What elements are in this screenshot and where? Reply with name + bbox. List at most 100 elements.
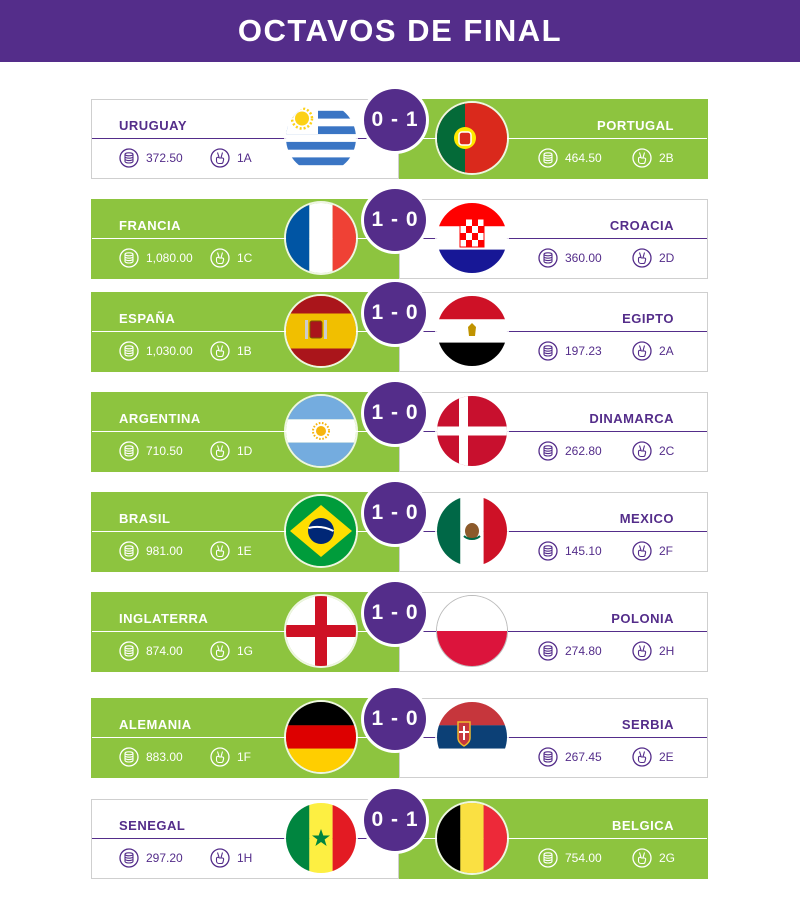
team-name: PORTUGAL xyxy=(597,118,674,133)
team-group: 1A xyxy=(210,147,252,169)
coin-stack-icon xyxy=(119,747,139,767)
page-title: OCTAVOS DE FINAL xyxy=(237,13,563,48)
match-card: SENEGAL 297.20 1H BELGICA 754.00 2G xyxy=(91,789,708,879)
team-name: SERBIA xyxy=(621,717,674,732)
team-name: BELGICA xyxy=(612,818,674,833)
victory-hand-icon xyxy=(632,641,652,661)
team-group: 1D xyxy=(210,440,252,462)
victory-hand-icon xyxy=(210,641,230,661)
team-group: 1B xyxy=(210,340,252,362)
victory-hand-icon xyxy=(632,441,652,461)
team-name: ALEMANIA xyxy=(119,717,192,732)
serbia-flag xyxy=(437,702,507,772)
team-points: 981.00 xyxy=(119,540,183,562)
coin-stack-icon xyxy=(538,148,558,168)
team-points: 262.80 xyxy=(538,440,602,462)
team-name: MEXICO xyxy=(619,511,674,526)
team-group: 2G xyxy=(632,847,675,869)
coin-stack-icon xyxy=(119,541,139,561)
team-name: ESPAÑA xyxy=(119,311,176,326)
match-score: 1 - 0 xyxy=(364,382,426,444)
team-name: CROACIA xyxy=(609,218,674,233)
croatia-flag xyxy=(437,203,507,273)
egypt-flag xyxy=(437,296,507,366)
team-name: URUGUAY xyxy=(119,118,188,133)
victory-hand-icon xyxy=(210,747,230,767)
team-points: 874.00 xyxy=(119,640,183,662)
coin-stack-icon xyxy=(538,848,558,868)
team-points: 145.10 xyxy=(538,540,602,562)
coin-stack-icon xyxy=(119,341,139,361)
belgium-flag xyxy=(437,803,507,873)
team-points: 464.50 xyxy=(538,147,602,169)
victory-hand-icon xyxy=(632,848,652,868)
team-group: 2A xyxy=(632,340,674,362)
coin-stack-icon xyxy=(538,248,558,268)
coin-stack-icon xyxy=(119,848,139,868)
france-flag xyxy=(286,203,356,273)
denmark-flag xyxy=(437,396,507,466)
team-points: 297.20 xyxy=(119,847,183,869)
header-banner: OCTAVOS DE FINAL xyxy=(0,0,800,62)
team-panel-left: ARGENTINA 710.50 1D xyxy=(91,392,399,472)
team-group: 2D xyxy=(632,247,674,269)
victory-hand-icon xyxy=(210,248,230,268)
match-score: 1 - 0 xyxy=(364,189,426,251)
team-group: 1F xyxy=(210,746,251,768)
match-score: 1 - 0 xyxy=(364,582,426,644)
team-name: FRANCIA xyxy=(119,218,181,233)
team-group: 1C xyxy=(210,247,252,269)
england-flag xyxy=(286,596,356,666)
coin-stack-icon xyxy=(538,341,558,361)
senegal-flag xyxy=(286,803,356,873)
team-points: 883.00 xyxy=(119,746,183,768)
spain-flag xyxy=(286,296,356,366)
team-name: EGIPTO xyxy=(622,311,674,326)
victory-hand-icon xyxy=(210,441,230,461)
team-name: POLONIA xyxy=(611,611,674,626)
match-score: 0 - 1 xyxy=(364,89,426,151)
team-points: 372.50 xyxy=(119,147,183,169)
team-points: 360.00 xyxy=(538,247,602,269)
match-card: INGLATERRA 874.00 1G POLONIA 274.80 2H 1… xyxy=(91,582,708,672)
team-name: SENEGAL xyxy=(119,818,186,833)
coin-stack-icon xyxy=(119,441,139,461)
coin-stack-icon xyxy=(119,248,139,268)
victory-hand-icon xyxy=(632,541,652,561)
match-card: FRANCIA 1,080.00 1C CROACIA 360.00 2D xyxy=(91,189,708,279)
coin-stack-icon xyxy=(119,641,139,661)
coin-stack-icon xyxy=(538,641,558,661)
victory-hand-icon xyxy=(632,747,652,767)
victory-hand-icon xyxy=(210,541,230,561)
coin-stack-icon xyxy=(538,441,558,461)
match-score: 1 - 0 xyxy=(364,282,426,344)
germany-flag xyxy=(286,702,356,772)
team-points: 710.50 xyxy=(119,440,183,462)
brazil-flag xyxy=(286,496,356,566)
team-group: 2F xyxy=(632,540,673,562)
victory-hand-icon xyxy=(632,341,652,361)
coin-stack-icon xyxy=(119,148,139,168)
victory-hand-icon xyxy=(632,248,652,268)
mexico-flag xyxy=(437,496,507,566)
team-name: DINAMARCA xyxy=(589,411,674,426)
team-name: INGLATERRA xyxy=(119,611,209,626)
match-score: 1 - 0 xyxy=(364,688,426,750)
match-score: 0 - 1 xyxy=(364,789,426,851)
uruguay-flag xyxy=(286,103,356,173)
team-group: 1G xyxy=(210,640,253,662)
victory-hand-icon xyxy=(210,148,230,168)
team-points: 197.23 xyxy=(538,340,602,362)
victory-hand-icon xyxy=(210,848,230,868)
match-card: BRASIL 981.00 1E MEXICO 145.10 2F xyxy=(91,482,708,572)
match-card: URUGUAY 372.50 1A PORTUGAL 464.50 2B xyxy=(91,89,708,179)
match-score: 1 - 0 xyxy=(364,482,426,544)
team-group: 2H xyxy=(632,640,674,662)
portugal-flag xyxy=(437,103,507,173)
team-name: BRASIL xyxy=(119,511,171,526)
match-card: ALEMANIA 883.00 1F SERBIA 267.45 2E xyxy=(91,688,708,778)
team-group: 2B xyxy=(632,147,674,169)
match-card: ARGENTINA 710.50 1D DINAMARCA 262.80 2C xyxy=(91,382,708,472)
team-points: 274.80 xyxy=(538,640,602,662)
team-group: 2C xyxy=(632,440,674,462)
